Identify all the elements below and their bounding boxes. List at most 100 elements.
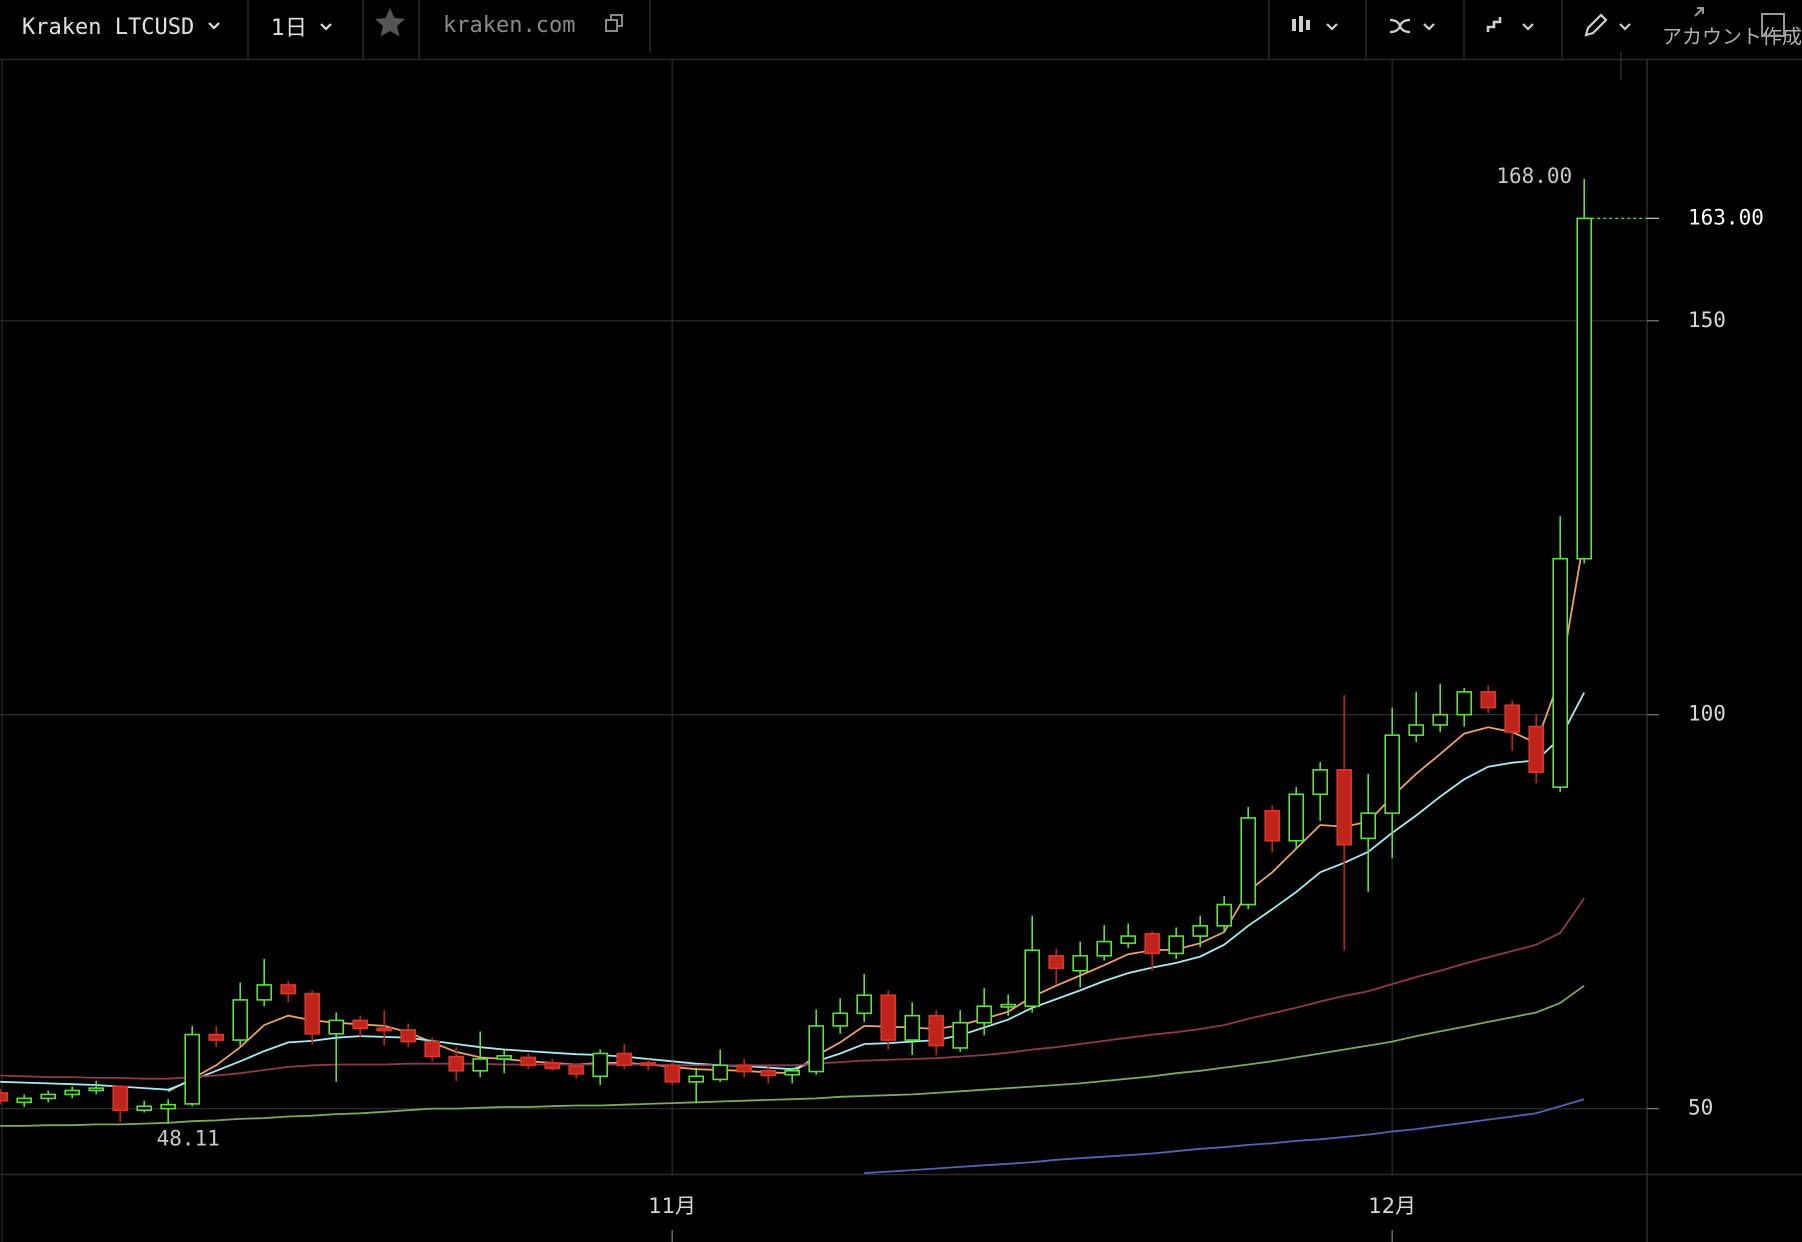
candle-body [664,1064,681,1083]
popout-icon [610,14,623,27]
candle-body [256,984,273,1001]
candle-body [1408,724,1424,736]
x-tick-label: 12月 [1368,1194,1416,1218]
candle-body [184,1033,200,1105]
interval-text[interactable]: 1日 [271,16,307,41]
candle-body [856,994,873,1015]
candle-body [1264,810,1280,842]
candle-body [544,1062,561,1070]
axes: 50 100 150 11月 12月 168.00 48.11 163.00 [157,164,1764,1242]
candle-body [640,1062,657,1067]
source-text[interactable]: kraken.com [443,13,575,38]
candle-body [1216,903,1232,927]
candle-body [976,1005,993,1024]
chart-type-button[interactable] [1292,16,1338,32]
candle-body [616,1052,633,1067]
source-link[interactable]: kraken.com [443,13,623,38]
candle-body [352,1019,369,1030]
candle-body [1024,949,1040,1007]
candle-body [232,999,248,1041]
candle-body [1432,713,1448,726]
candle-body [952,1021,969,1049]
interval-button[interactable]: 1日 [271,16,332,41]
candle-body [760,1069,777,1077]
candle-body [1144,932,1160,955]
candle-body [16,1097,33,1104]
toolbar-separators [247,0,1622,80]
candle-body [0,1092,8,1102]
min-price-label: 48.11 [157,1126,220,1150]
candle-body [40,1093,57,1100]
account-icon [1694,7,1704,17]
screenshot-icon[interactable] [1761,13,1785,37]
y-tick-label: 150 [1688,308,1726,332]
candle-body [832,1012,849,1027]
chevron [320,23,332,31]
candle-body [1288,793,1304,842]
candle-body [304,992,321,1035]
candle-body [88,1087,104,1092]
candle-body [808,1025,825,1073]
candle-body [1312,769,1328,796]
candle-body [160,1103,176,1110]
candle-body [1000,1003,1017,1008]
candle-body [784,1069,801,1076]
candle-body [424,1040,441,1058]
candle-body [400,1029,417,1043]
indicator-button[interactable] [1389,18,1435,34]
x-tick-label: 11月 [648,1194,696,1218]
candle-body [112,1085,128,1111]
candle-body [880,994,897,1041]
candle-body [1504,704,1520,733]
candle-body [1240,817,1256,906]
candle-body [1480,691,1496,709]
candle-body [1168,935,1184,955]
draw-button[interactable] [1584,13,1631,37]
symbol-button[interactable]: Kraken LTCUSD [22,15,220,40]
candle-body [568,1065,585,1075]
favorite-star[interactable] [375,8,405,37]
candle-body [1576,217,1592,560]
candle-body [1120,935,1136,944]
candle-body [712,1064,729,1081]
plot [0,60,1647,1174]
candle-body [1384,734,1400,814]
candle-body [1360,812,1376,840]
candle-body [328,1019,345,1035]
candle-body [1552,557,1568,788]
max-price-label: 168.00 [1496,164,1572,188]
candle-body [64,1089,80,1096]
candle-body [1336,769,1352,846]
candle-body [688,1075,705,1083]
candle-body [520,1056,537,1067]
moving-average-line [0,897,1585,1080]
moving-average-line [864,1098,1585,1174]
candle-body [136,1105,152,1111]
candle-body [280,984,297,995]
candle-body [1192,925,1208,937]
candle-body [1096,940,1112,957]
candle-body [592,1052,609,1078]
candle-body [904,1014,921,1041]
candle-body [928,1014,945,1047]
toolbar: Kraken LTCUSD 1日 kraken.com [0,0,1802,80]
candle-body [376,1027,393,1032]
y-tick-label: 50 [1688,1096,1713,1120]
candle-body [496,1055,513,1060]
candle-body [1048,954,1064,970]
candle-body [1456,691,1472,716]
candle-body [1528,725,1544,774]
chevron [208,22,220,30]
compare-button[interactable] [1486,17,1534,32]
last-price-label: 163.00 [1688,205,1764,229]
candle-body [472,1058,489,1072]
symbol-text[interactable]: Kraken LTCUSD [22,15,194,40]
y-tick-label: 100 [1688,702,1726,726]
moving-average-line [0,984,1585,1127]
candle-body [736,1064,753,1073]
candle-body [1072,954,1088,972]
candle-body [448,1055,465,1072]
